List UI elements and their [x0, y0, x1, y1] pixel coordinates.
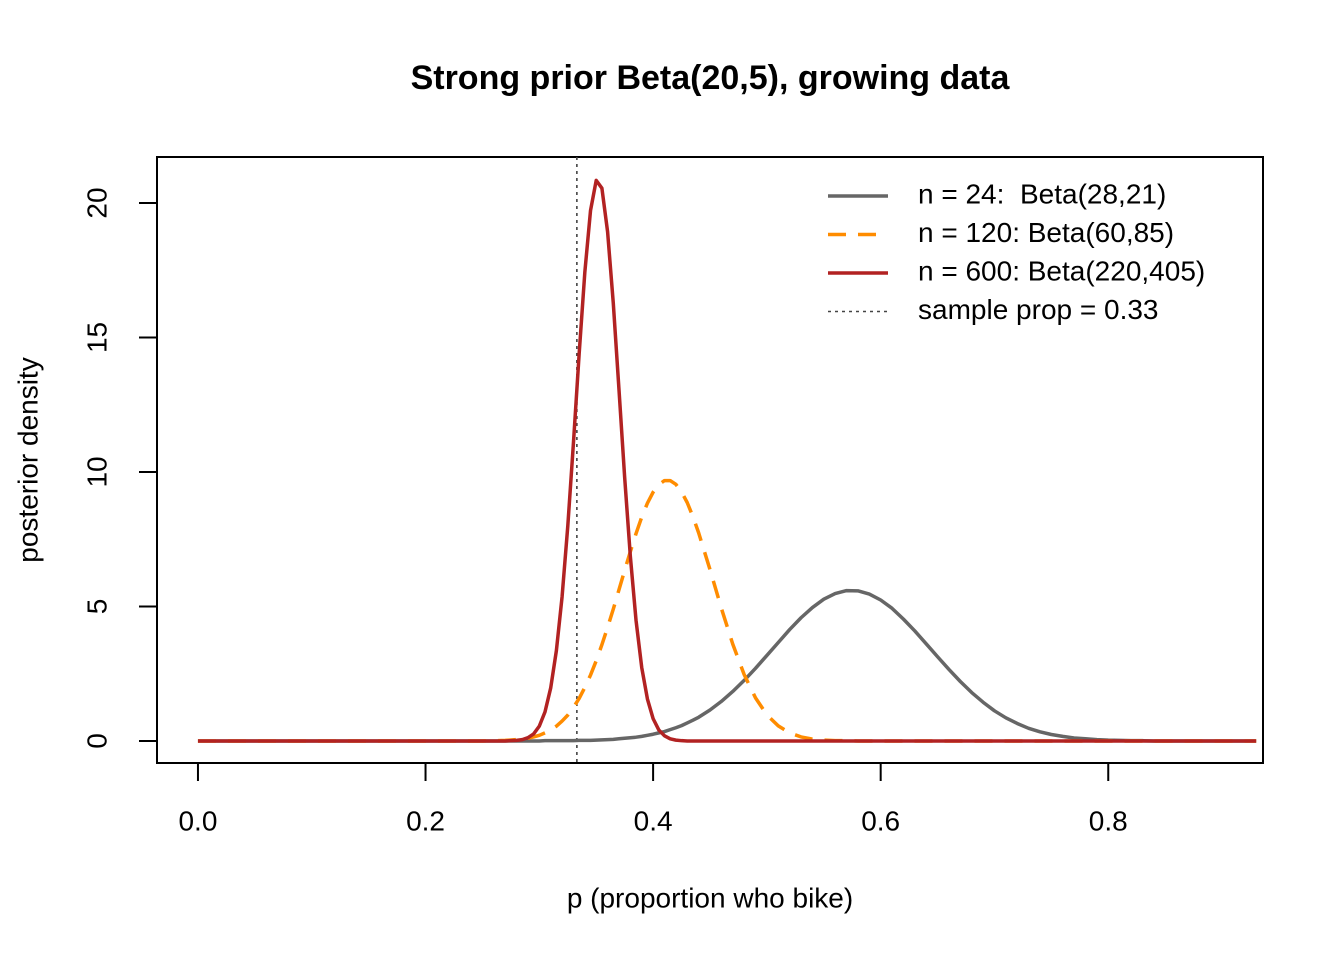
- plot-area: [197, 157, 1257, 763]
- series-line: [197, 178, 1257, 743]
- y-tick-label: 5: [81, 599, 112, 615]
- y-axis-label: posterior density: [12, 357, 43, 562]
- x-axis-label: p (proportion who bike): [567, 882, 853, 913]
- series-line: [197, 588, 1257, 743]
- legend-label: n = 120: Beta(60,85): [918, 217, 1174, 248]
- x-tick-label: 0.8: [1089, 805, 1128, 836]
- x-tick-label: 0.0: [178, 805, 217, 836]
- chart-title: Strong prior Beta(20,5), growing data: [411, 59, 1011, 97]
- series-line: [197, 478, 1257, 743]
- legend-label: n = 24: Beta(28,21): [918, 178, 1166, 209]
- legend-label: sample prop = 0.33: [918, 294, 1159, 325]
- y-tick-label: 0: [81, 733, 112, 749]
- x-tick-label: 0.6: [861, 805, 900, 836]
- y-tick-label: 15: [81, 322, 112, 353]
- x-tick-label: 0.4: [634, 805, 673, 836]
- plot-frame: [156, 156, 1264, 764]
- y-tick-label: 20: [81, 187, 112, 218]
- x-tick-label: 0.2: [406, 805, 445, 836]
- legend-label: n = 600: Beta(220,405): [918, 255, 1205, 286]
- y-tick-label: 10: [81, 456, 112, 487]
